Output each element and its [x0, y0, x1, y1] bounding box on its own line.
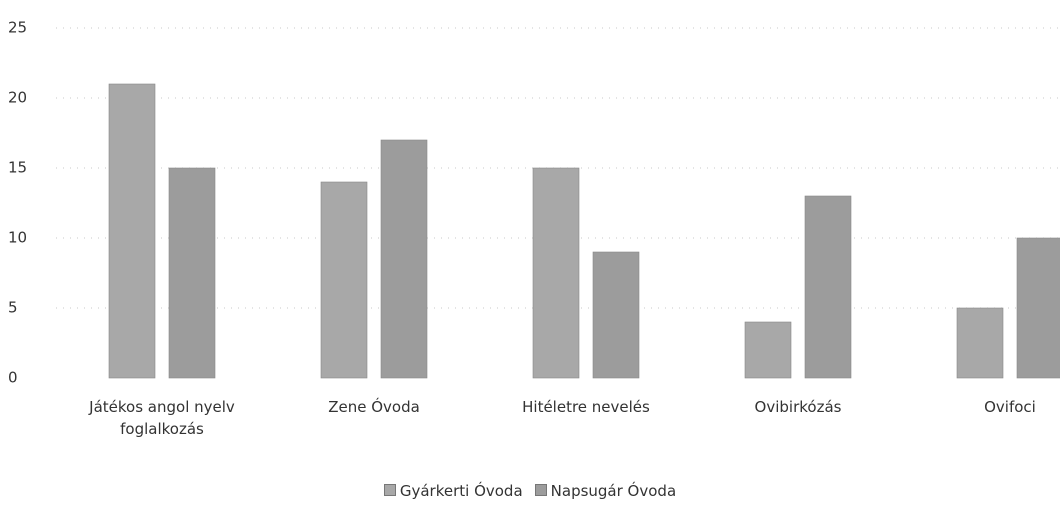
y-tick-label: 0 [8, 369, 18, 387]
x-tick-label: Ovibirkózás [754, 398, 842, 416]
legend-label: Napsugár Óvoda [550, 482, 677, 500]
y-tick-label: 5 [8, 299, 18, 317]
bar [168, 167, 216, 379]
bar [532, 167, 580, 379]
x-tick-label: Zene Óvoda [328, 398, 420, 416]
x-tick-label: Játékos angol nyelv foglalkozás [89, 398, 235, 438]
bar [592, 251, 640, 379]
y-tick-label: 15 [8, 159, 27, 177]
legend-swatch [383, 484, 396, 496]
x-tick-label: Ovifoci [984, 398, 1036, 416]
bar [320, 181, 368, 379]
legend-swatch [534, 484, 547, 496]
bar [804, 195, 852, 379]
y-tick-label: 20 [8, 89, 27, 107]
bar [1016, 237, 1060, 379]
legend-item: Napsugár Óvoda [534, 482, 677, 500]
legend-label: Gyárkerti Óvoda [399, 482, 523, 500]
y-tick-label: 25 [8, 19, 27, 37]
legend-item: Gyárkerti Óvoda [383, 482, 523, 500]
y-tick-label: 10 [8, 229, 27, 247]
x-tick-label: Hitéletre nevelés [522, 398, 650, 416]
bar [380, 139, 428, 379]
bar [956, 307, 1004, 379]
bar [108, 83, 156, 379]
bar [744, 321, 792, 379]
legend: Gyárkerti Óvoda Napsugár Óvoda [0, 482, 1060, 500]
